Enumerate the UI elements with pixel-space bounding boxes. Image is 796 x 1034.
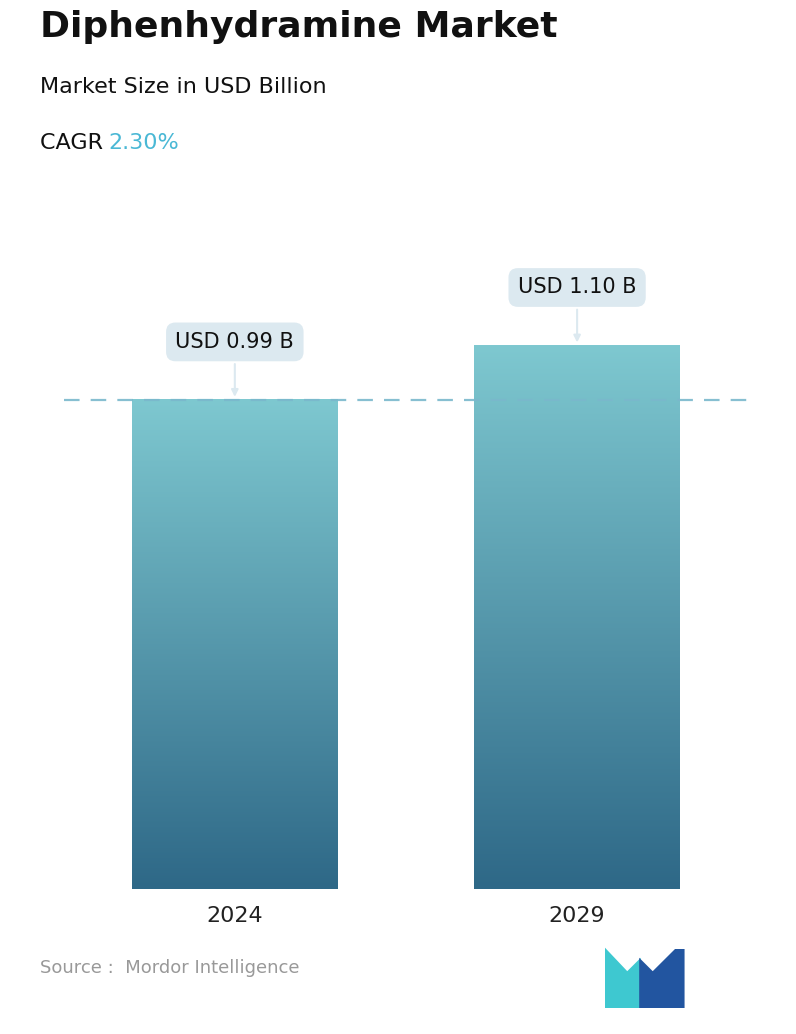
Text: Diphenhydramine Market: Diphenhydramine Market: [40, 10, 557, 44]
Text: Market Size in USD Billion: Market Size in USD Billion: [40, 77, 326, 96]
Polygon shape: [639, 949, 685, 1008]
Text: CAGR: CAGR: [40, 132, 110, 153]
Text: 2.30%: 2.30%: [108, 132, 179, 153]
Polygon shape: [605, 947, 641, 1008]
Text: USD 1.10 B: USD 1.10 B: [518, 277, 636, 340]
Text: USD 0.99 B: USD 0.99 B: [175, 332, 295, 395]
Text: Source :  Mordor Intelligence: Source : Mordor Intelligence: [40, 959, 299, 977]
